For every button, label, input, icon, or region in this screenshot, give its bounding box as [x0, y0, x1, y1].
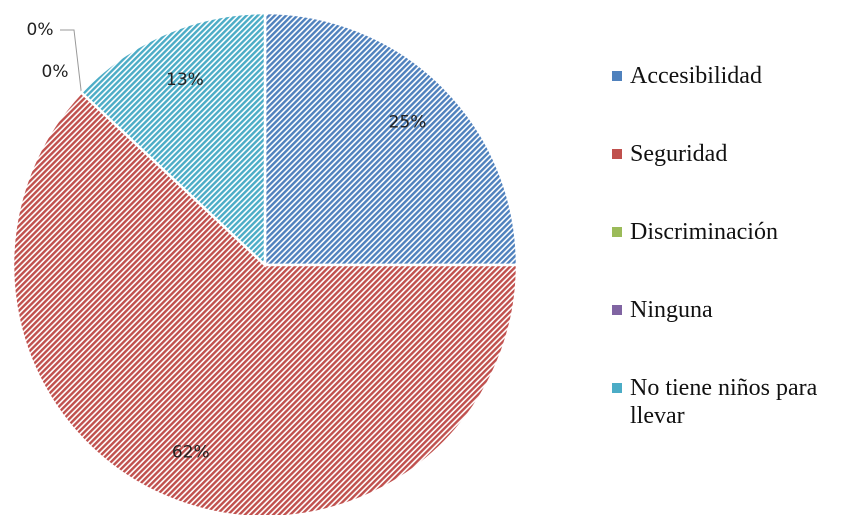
legend-item: No tiene niños para llevar — [612, 374, 857, 452]
data-label: 13% — [166, 70, 204, 90]
legend-swatch — [612, 149, 622, 159]
data-label: 62% — [172, 442, 210, 462]
legend-label: Accesibilidad — [630, 63, 762, 89]
legend-item: Ninguna — [612, 296, 857, 374]
pie-slice — [11, 90, 519, 515]
leader-line — [60, 29, 82, 93]
legend-label: Seguridad — [630, 141, 728, 167]
data-label: 0% — [27, 20, 54, 40]
legend-label: Ninguna — [630, 297, 713, 323]
data-label: 25% — [389, 112, 427, 132]
pie-slice — [263, 11, 519, 267]
pie-slice — [79, 11, 267, 268]
legend-swatch — [612, 227, 622, 237]
legend-item: Accesibilidad — [612, 62, 857, 140]
legend: Accesibilidad Seguridad Discriminación Ning… — [612, 62, 857, 452]
pie-area: 25% 62% 0% 0% 13% — [11, 11, 519, 515]
data-label: 0% — [42, 62, 69, 82]
legend-label: Discriminación — [630, 219, 778, 245]
legend-swatch — [612, 305, 622, 315]
legend-swatch — [612, 383, 622, 393]
legend-item: Seguridad — [612, 140, 857, 218]
legend-swatch — [612, 71, 622, 81]
legend-label: No tiene niños para llevar — [630, 375, 818, 429]
legend-item: Discriminación — [612, 218, 857, 296]
